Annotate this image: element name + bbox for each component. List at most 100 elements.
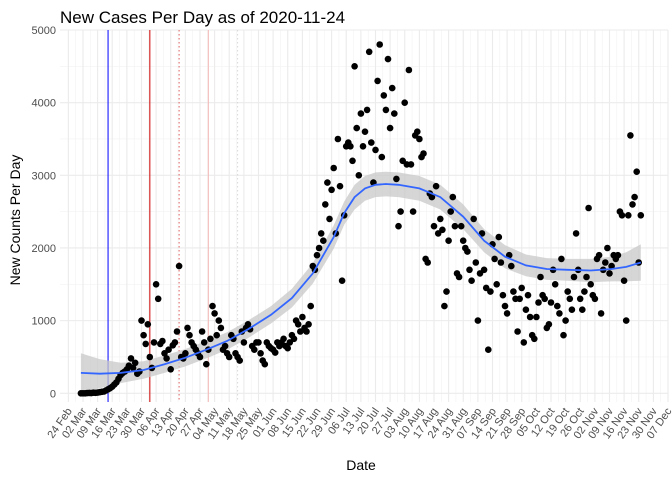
data-point	[474, 317, 482, 324]
data-point	[562, 317, 569, 324]
data-point	[522, 306, 530, 314]
data-point	[627, 132, 634, 139]
data-point	[449, 193, 457, 201]
data-point	[414, 128, 421, 135]
data-point	[620, 277, 628, 285]
data-point	[432, 182, 440, 190]
data-point	[554, 302, 561, 310]
data-point	[416, 135, 423, 143]
data-point	[585, 204, 592, 212]
data-point	[625, 212, 632, 219]
data-point	[560, 331, 567, 339]
data-point	[470, 215, 478, 223]
data-point	[428, 193, 436, 201]
data-point	[203, 360, 210, 368]
data-point	[355, 172, 363, 179]
y-tick-label: 0	[50, 388, 56, 400]
data-point	[244, 321, 252, 328]
data-point	[397, 208, 404, 215]
data-point	[579, 306, 586, 314]
data-point	[284, 344, 292, 352]
data-point	[572, 230, 580, 237]
data-point	[531, 335, 538, 343]
smooth-curve	[80, 183, 642, 375]
data-point	[182, 350, 189, 357]
data-point	[541, 295, 548, 303]
data-point	[581, 288, 588, 295]
data-point	[566, 295, 574, 303]
data-point	[294, 321, 302, 328]
data-point	[251, 346, 258, 354]
data-point	[280, 335, 287, 343]
data-point	[459, 237, 467, 244]
data-point	[261, 360, 269, 368]
data-point	[334, 135, 342, 143]
data-point	[200, 339, 208, 346]
data-point	[359, 143, 367, 150]
data-point	[328, 186, 335, 194]
data-point	[468, 277, 475, 285]
data-point	[629, 201, 636, 208]
data-point	[533, 313, 540, 321]
data-point	[127, 355, 135, 362]
data-point	[595, 251, 603, 259]
data-point	[322, 201, 329, 208]
y-tick-label: 5000	[32, 25, 56, 37]
data-point	[622, 317, 630, 324]
data-point	[437, 215, 444, 223]
data-point	[152, 281, 160, 288]
data-point	[570, 273, 578, 281]
data-point	[129, 364, 137, 372]
data-point	[317, 230, 325, 237]
data-point	[583, 273, 590, 281]
data-point	[386, 124, 394, 132]
data-point	[568, 306, 576, 314]
data-point	[150, 339, 158, 346]
data-point	[351, 63, 358, 70]
data-point	[391, 110, 398, 117]
data-point	[545, 321, 553, 328]
data-point	[376, 41, 384, 48]
data-point	[363, 106, 371, 114]
data-point	[520, 339, 528, 346]
data-point	[535, 299, 542, 306]
data-point	[514, 328, 521, 335]
data-point	[307, 302, 315, 310]
chart-title: New Cases Per Day as of 2020-11-24	[60, 8, 345, 27]
data-point	[271, 349, 279, 356]
y-axis-ticks: 0 1000 2000 3000 4000 5000	[32, 25, 56, 400]
data-point	[587, 281, 594, 288]
data-point	[393, 175, 400, 183]
data-point	[186, 331, 193, 339]
data-point	[131, 359, 139, 367]
data-point	[388, 84, 396, 92]
data-point	[405, 66, 413, 74]
data-point	[320, 237, 327, 244]
data-point	[485, 346, 492, 354]
data-point	[430, 222, 438, 230]
data-point	[491, 255, 498, 263]
x-axis-title: Date	[346, 457, 376, 473]
data-point	[464, 248, 471, 255]
y-tick-label: 1000	[32, 316, 56, 328]
data-point	[602, 259, 609, 266]
data-point	[167, 366, 174, 373]
data-point	[175, 262, 183, 270]
data-point	[372, 146, 379, 154]
data-point	[324, 179, 331, 186]
data-point	[290, 335, 298, 343]
data-point	[447, 208, 455, 215]
data-point	[424, 259, 432, 266]
data-point	[564, 288, 571, 295]
data-point	[445, 237, 452, 244]
data-point	[215, 317, 223, 324]
data-point	[518, 284, 525, 292]
data-point	[439, 226, 446, 234]
y-tick-label: 2000	[32, 243, 56, 255]
y-axis-title: New Counts Per Day	[7, 155, 23, 286]
data-point	[591, 295, 599, 303]
data-point	[336, 182, 344, 190]
data-point	[313, 251, 321, 259]
data-point	[361, 128, 369, 135]
data-point	[217, 324, 225, 332]
